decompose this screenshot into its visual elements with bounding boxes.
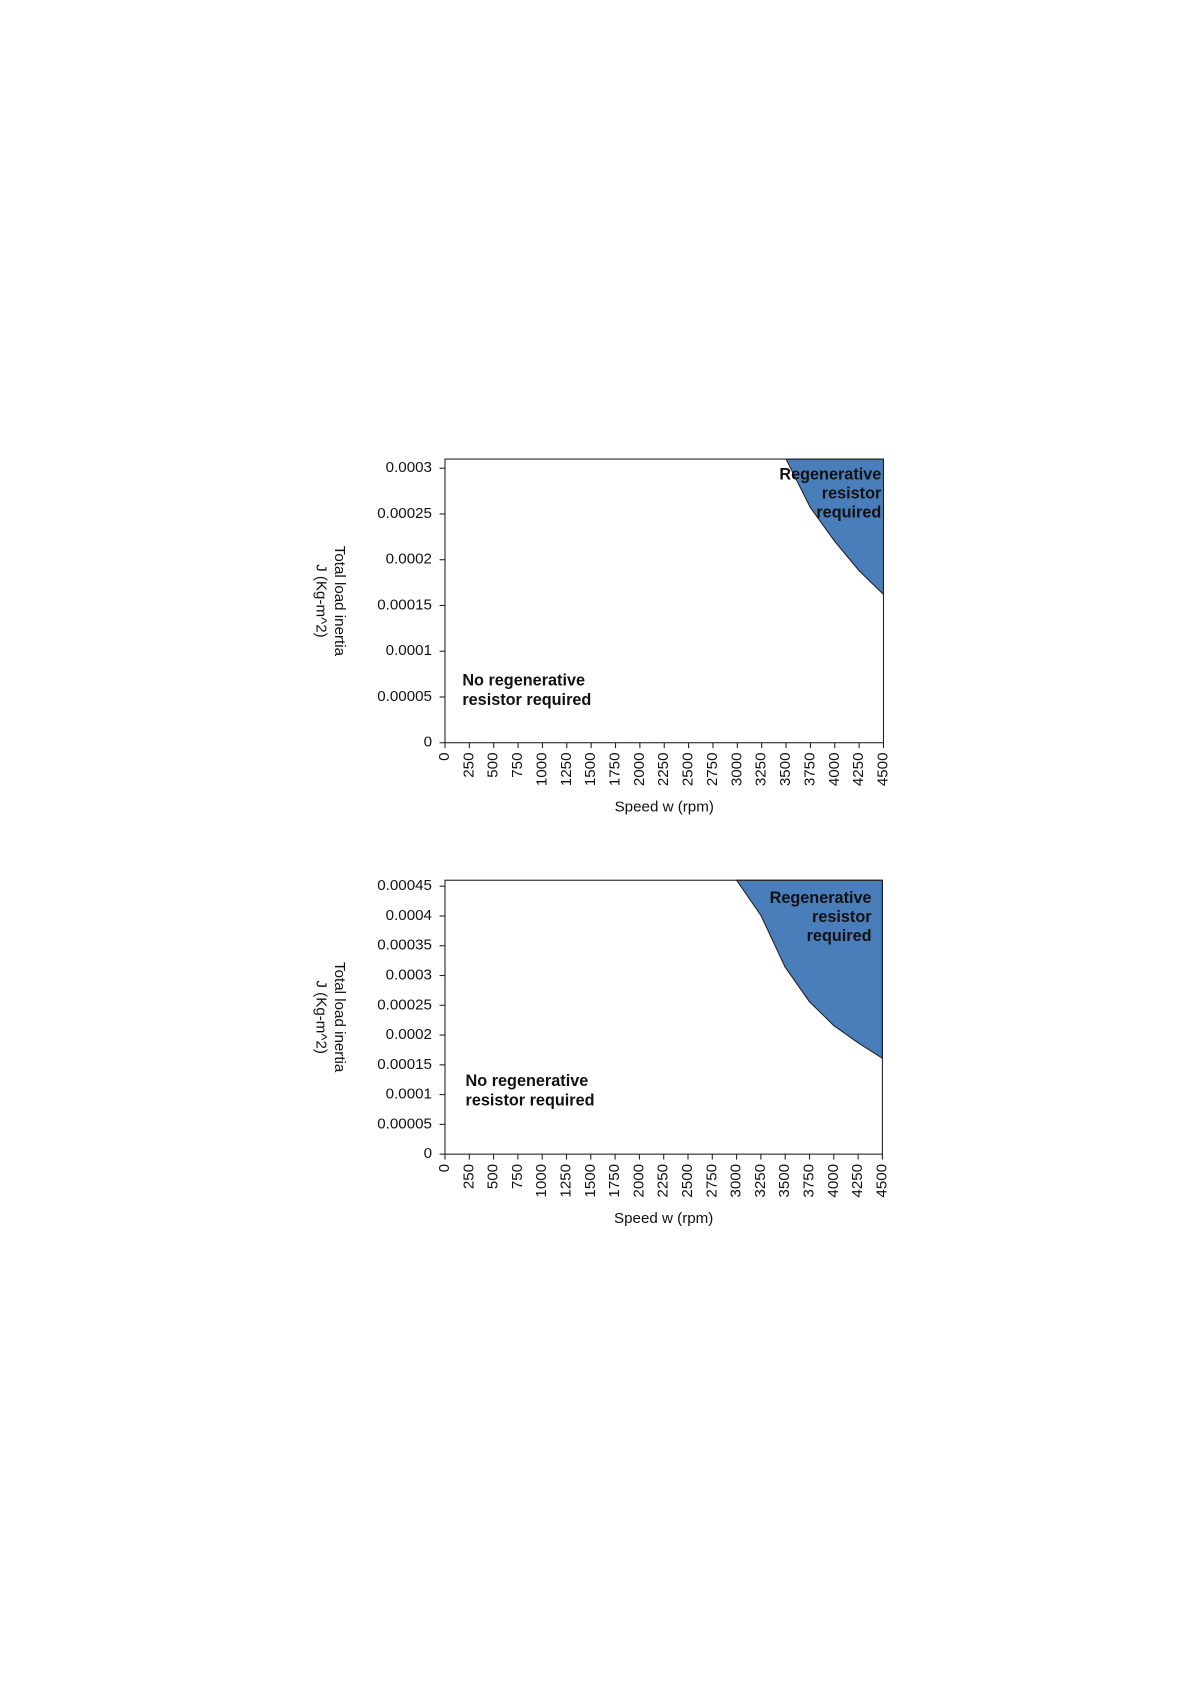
y-tick-label: 0.00015 — [377, 596, 432, 613]
x-tick-label: 250 — [460, 752, 477, 777]
annotation: Regenerative — [770, 889, 872, 907]
x-tick-label: 4250 — [849, 1164, 866, 1198]
x-tick-label: 3750 — [800, 1164, 817, 1198]
y-tick-label: 0.00015 — [377, 1056, 432, 1073]
x-tick-label: 3000 — [728, 1164, 745, 1198]
x-tick-label: 2000 — [630, 1164, 647, 1198]
annotation: required — [816, 503, 881, 521]
annotation: resistor — [812, 908, 872, 926]
y-tick-label: 0.0002 — [386, 1026, 432, 1043]
annotation: Regenerative — [779, 466, 881, 484]
y-axis-label: Total load inertia — [331, 546, 348, 657]
x-tick-label: 4250 — [850, 752, 867, 786]
x-tick-label: 500 — [485, 1164, 502, 1189]
y-tick-label: 0.00025 — [377, 505, 432, 522]
x-tick-label: 4500 — [874, 752, 891, 786]
y-axis-label: J (Kg-m^2) — [312, 564, 329, 638]
x-tick-label: 3250 — [752, 1164, 769, 1198]
y-tick-label: 0.00045 — [377, 877, 432, 894]
x-tick-label: 1750 — [607, 752, 624, 786]
y-axis-label: J (Kg-m^2) — [312, 980, 329, 1054]
x-tick-label: 2000 — [631, 752, 648, 786]
annotation: No regenerative — [466, 1072, 589, 1090]
x-tick-label: 1000 — [533, 1164, 550, 1198]
annotation: required — [807, 927, 872, 945]
x-tick-label: 250 — [460, 1164, 477, 1189]
y-tick-label: 0.0004 — [386, 907, 432, 924]
x-tick-label: 2250 — [655, 752, 672, 786]
x-tick-label: 1750 — [606, 1164, 623, 1198]
x-tick-label: 1250 — [557, 1164, 574, 1198]
x-tick-label: 3500 — [776, 1164, 793, 1198]
x-tick-label: 1000 — [533, 752, 550, 786]
annotation: resistor required — [462, 691, 591, 709]
x-tick-label: 1500 — [582, 1164, 599, 1198]
x-tick-label: 4500 — [873, 1164, 890, 1198]
x-tick-label: 3500 — [777, 752, 794, 786]
x-tick-label: 1500 — [582, 752, 599, 786]
x-tick-label: 750 — [509, 1164, 526, 1189]
x-tick-label: 3750 — [801, 752, 818, 786]
annotation: No regenerative — [462, 671, 585, 689]
x-tick-label: 500 — [485, 752, 502, 777]
x-axis-label: Speed w (rpm) — [615, 799, 714, 816]
y-tick-label: 0 — [424, 734, 432, 751]
x-tick-label: 2750 — [704, 752, 721, 786]
x-tick-label: 750 — [509, 752, 526, 777]
y-tick-label: 0.00005 — [377, 688, 432, 705]
annotation: resistor required — [466, 1091, 595, 1109]
x-tick-label: 1250 — [558, 752, 575, 786]
y-tick-label: 0.0003 — [386, 967, 432, 984]
x-tick-label: 0 — [436, 1164, 453, 1172]
x-tick-label: 3000 — [728, 752, 745, 786]
y-tick-label: 0.0001 — [386, 642, 432, 659]
x-tick-label: 2500 — [680, 752, 697, 786]
y-tick-label: 0.00035 — [377, 937, 432, 954]
x-tick-label: 2500 — [679, 1164, 696, 1198]
x-tick-label: 4000 — [825, 1164, 842, 1198]
y-axis-label: Total load inertia — [331, 962, 348, 1073]
y-tick-label: 0.0003 — [386, 459, 432, 476]
y-tick-label: 0.00005 — [377, 1115, 432, 1132]
x-tick-label: 2750 — [703, 1164, 720, 1198]
y-tick-label: 0.00025 — [377, 996, 432, 1013]
x-axis-label: Speed w (rpm) — [614, 1210, 713, 1227]
annotation: resistor — [822, 485, 882, 503]
x-tick-label: 2250 — [655, 1164, 672, 1198]
x-tick-label: 4000 — [826, 752, 843, 786]
y-tick-label: 0 — [424, 1145, 432, 1162]
charts: 0 0.00005 0.0001 0.00015 0.0002 0.00025 0.0003… — [312, 458, 891, 1227]
x-tick-label: 3250 — [753, 752, 770, 786]
y-tick-label: 0.0002 — [386, 551, 432, 568]
y-tick-label: 0.0001 — [386, 1086, 432, 1103]
x-tick-label: 0 — [436, 752, 453, 760]
